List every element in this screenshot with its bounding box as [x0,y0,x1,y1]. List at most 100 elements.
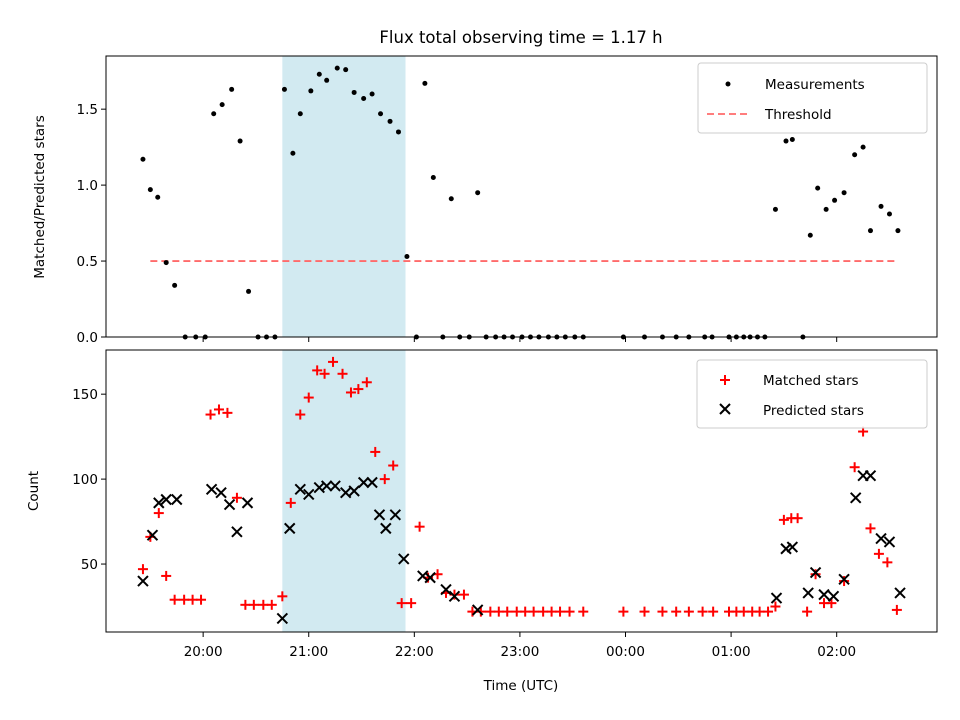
top-x-ticks [202,337,838,342]
matched-star-point [778,514,789,525]
chart-title: Flux total observing time = 1.17 h [379,28,662,47]
predicted-star-point [276,612,289,625]
matched-star-point [683,606,694,617]
top-y-tick-label: 1.0 [77,178,98,194]
matched-star-point [248,599,259,610]
measurement-point [772,206,778,212]
matched-star-point [240,599,251,610]
matched-star-point [849,462,860,473]
predicted-star-point [153,497,165,509]
matched-star-point [370,446,381,457]
measurement-point [832,197,838,203]
measurement-point [378,111,384,117]
predicted-star-point [284,522,296,535]
matched-star-point [618,606,629,617]
matched-star-point [839,576,850,587]
matched-star-point [361,377,372,388]
legend-predicted-marker [719,403,731,415]
measurement-point [351,89,357,95]
predicted-star-point [883,536,896,548]
matched-star-point [458,589,469,600]
measurement-point [823,206,829,212]
measurement-point [860,144,866,150]
matched-star-point [353,384,364,395]
measurement-point [895,228,901,234]
top-y-tick-label: 0.5 [77,254,98,270]
matched-star-point [328,356,339,367]
matched-star-point [697,606,708,617]
bottom-y-tick-label: 50 [81,557,98,573]
matched-star-point [285,497,296,508]
predicted-star-point [171,493,183,506]
measurement-point [281,86,287,92]
measurement-point [155,194,161,200]
matched-star-point [754,606,765,617]
bottom-legend: Matched stars Predicted stars [696,359,928,429]
x-tick-label: 22:00 [395,644,434,660]
matched-star-point [161,570,172,581]
matched-star-point [770,601,781,612]
matched-star-point [449,589,460,600]
matched-star-point [520,606,531,617]
matched-star-point [555,606,566,617]
measurement-point [229,86,235,92]
x-tick-label: 00:00 [606,644,645,660]
predicted-star-point [864,470,877,482]
measurement-point [343,67,349,73]
predicted-star-point [786,541,799,553]
measurement-point [172,282,178,288]
matched-star-point [266,599,277,610]
predicted-star-point [471,604,484,616]
matched-star-point [337,368,348,379]
bottom-axes-frame [105,349,938,633]
measurement-point [140,156,146,162]
measurement-point [324,77,330,83]
predicted-star-point [802,587,814,599]
predicted-star-point [770,592,783,604]
predicted-star-point [339,486,352,499]
predicted-star-point [348,485,360,497]
bottom-y-tick-label: 100 [72,472,98,488]
matched-star-point [179,594,190,605]
matched-star-point [379,474,390,485]
bottom-x-ticks: 20:00 21:00 22:00 23:00 00:00 01:00 02:00 [184,632,856,660]
measurement-point [867,228,873,234]
matched-star-point [810,569,821,580]
measurement-point [237,138,243,144]
matched-star-point [277,591,288,602]
matched-star-point [493,606,504,617]
predicted-star-point [894,587,906,599]
x-tick-label: 01:00 [712,644,751,660]
bottom-y-ticks: 50 100 150 [72,387,106,573]
predicted-star-point [398,553,410,565]
predicted-star-point [389,509,402,521]
top-axes-frame [105,55,938,338]
legend-measurements-label: Measurements [765,77,865,93]
measurement-point [783,138,789,144]
legend-matched-marker [720,375,730,385]
matched-star-points [137,356,902,617]
matched-star-point [511,606,522,617]
predicted-star-point [205,483,218,496]
top-y-tick-label: 0.0 [77,330,98,346]
measurement-point [886,211,892,217]
measurement-point [789,137,795,143]
predicted-star-point [373,509,386,521]
matched-star-point [137,564,148,575]
predicted-star-point [241,497,254,509]
measurement-point [219,102,225,108]
predicted-star-point [849,492,862,504]
top-panel: 0.0 0.5 1.0 1.5 Matched/Predicted stars Mea… [32,55,938,346]
predicted-star-point [424,571,436,584]
top-y-ticks: 0.0 0.5 1.0 1.5 [77,102,106,346]
x-tick-label: 20:00 [184,644,223,660]
top-legend: Measurements Threshold [697,62,928,134]
predicted-star-point [357,476,370,489]
matched-star-point [578,606,589,617]
predicted-star-point [137,575,149,587]
predicted-star-point [231,526,243,538]
bottom-panel: 50 100 150 20:00 21:00 22:00 23:00 00:00 01:00 0… [26,349,938,694]
measurement-point [430,175,436,181]
matched-star-point [546,606,557,617]
